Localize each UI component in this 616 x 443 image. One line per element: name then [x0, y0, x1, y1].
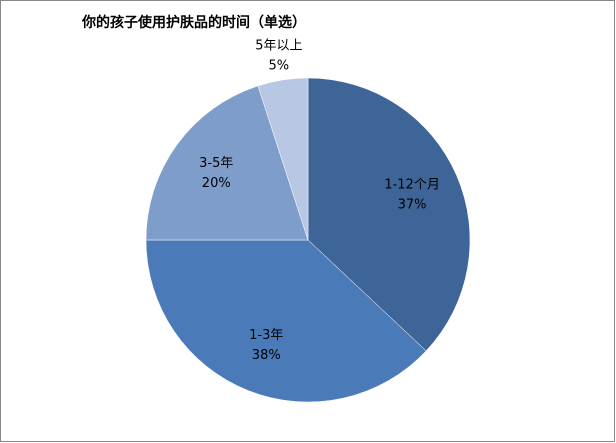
slice-label: 1-3年	[249, 328, 283, 343]
chart-title: 你的孩子使用护肤品的时间（单选）	[81, 14, 306, 31]
slice-label: 5年以上	[255, 38, 302, 53]
slice-value-label: 38%	[252, 348, 281, 363]
pie-slice	[257, 77, 309, 241]
slice-value-label: 37%	[398, 197, 427, 212]
pie-slice	[307, 77, 471, 352]
pie-slice	[145, 85, 309, 241]
slice-label: 1-12个月	[384, 177, 440, 192]
slice-value-label: 20%	[202, 176, 231, 191]
slice-label: 3-5年	[199, 156, 233, 171]
pie-slice	[145, 239, 427, 403]
slice-value-label: 5%	[269, 58, 290, 73]
